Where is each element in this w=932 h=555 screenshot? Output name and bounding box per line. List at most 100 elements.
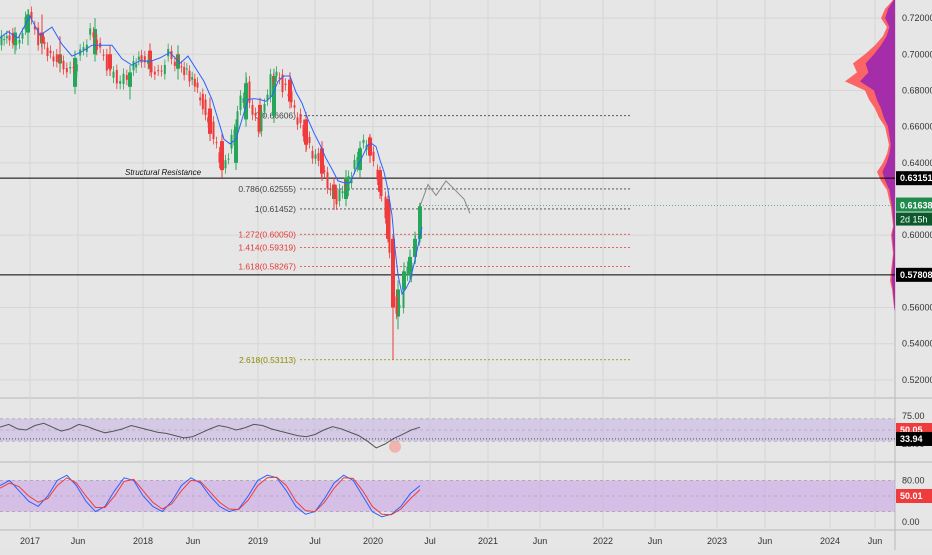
projection-line (419, 180, 471, 214)
candle-body (341, 191, 344, 194)
candle-body (55, 54, 58, 63)
candle-body (13, 32, 17, 46)
candle-body (293, 105, 296, 108)
candle-body (102, 54, 105, 56)
candle-body (46, 47, 49, 56)
candle-body (40, 40, 43, 42)
candle-body (37, 27, 40, 46)
time-axis-label: 2022 (593, 536, 613, 546)
candle-body (125, 75, 128, 80)
candle-body (305, 136, 308, 145)
candle-body (115, 69, 118, 84)
candle-body (317, 153, 320, 161)
fibonacci-levels[interactable]: 0(0.66606)0.786(0.62555)1(0.61452)1.272(… (238, 111, 632, 365)
candle-body (163, 64, 166, 75)
time-axis-label: Jul (424, 536, 436, 546)
candle-body (112, 71, 115, 78)
candle-body (281, 74, 284, 93)
candle-body (362, 139, 365, 144)
time-axis-label: 2020 (363, 536, 383, 546)
candle-body (167, 49, 170, 57)
candle-body (239, 95, 242, 110)
candle-body (148, 50, 152, 69)
candle-body (204, 99, 207, 116)
candle-body (196, 82, 199, 88)
time-axis-label: Jun (868, 536, 883, 546)
price-axis-label: 0.60000 (902, 230, 932, 240)
candle-body (384, 196, 387, 219)
last-price-tag (896, 197, 932, 212)
fib-level-label: 1(0.61452) (255, 204, 296, 214)
candle-body (185, 68, 188, 70)
price-axis[interactable]: 0.72000 0.70000 0.68000 0.66000 0.64000 0.600… (420, 13, 932, 385)
candle-body (251, 104, 254, 115)
candle-body (266, 94, 269, 101)
countdown-value: 2d 15h (900, 215, 928, 225)
candle-body (43, 42, 46, 44)
rsi-signal-label: 33.94 (900, 434, 923, 444)
price-axis-label: 0.68000 (902, 85, 932, 95)
candle-body (258, 104, 262, 127)
rsi-value-label: 50.05 (900, 425, 923, 435)
candle-body (212, 121, 215, 140)
candle-body (143, 56, 146, 63)
candle-body (199, 97, 202, 101)
candle-body (368, 141, 371, 151)
candle-body (248, 81, 251, 103)
candle-body (245, 82, 248, 91)
candle-body (335, 190, 338, 205)
candle-body (287, 94, 290, 97)
price-axis-label: 0.54000 (902, 339, 932, 349)
rsi-signal-tag (896, 431, 932, 446)
candle-body (408, 256, 412, 275)
moving-average (0, 15, 423, 296)
level-price-tag (896, 267, 932, 282)
candle-body (332, 184, 336, 199)
candle-body (227, 158, 230, 160)
candle-body (299, 113, 302, 123)
stochastic-panel[interactable]: 80.00 0.00 50.01 (0, 474, 932, 527)
candle-body (398, 304, 401, 309)
candle-body (288, 79, 292, 102)
candle-body (221, 152, 224, 165)
candle-body (329, 188, 332, 191)
candle-body (269, 74, 272, 98)
candle-body (157, 70, 160, 72)
stoch-axis-label: 0.00 (902, 517, 920, 527)
time-axis-label: Jun (648, 536, 663, 546)
candle-body (89, 28, 92, 35)
horizontal-levels[interactable]: 0.63151 Structural Resistance 0.57808 (0, 168, 932, 282)
candle-body (242, 97, 245, 103)
candle-body (132, 61, 135, 71)
candle-body (170, 50, 173, 59)
candle-body (188, 70, 191, 82)
candle-body (275, 71, 278, 77)
candle-body (180, 66, 183, 68)
candle-body (308, 136, 311, 144)
candle-body (254, 112, 257, 116)
candle-body (302, 125, 305, 137)
candle-body (135, 63, 138, 68)
time-axis-label: Jun (186, 536, 201, 546)
time-axis-label: 2023 (707, 536, 727, 546)
candle-body (5, 36, 8, 39)
candle-body (260, 111, 263, 132)
candle-body (314, 154, 317, 159)
candle-body (92, 32, 95, 38)
candle-body (65, 68, 68, 73)
candle-body (230, 134, 233, 149)
time-axis[interactable]: 2017 Jun 2018 Jun 2019 Jul 2020 Jul 2021 Jun 2022 J… (20, 536, 882, 546)
candle-body (40, 32, 44, 44)
candle-body (75, 64, 78, 72)
candle-body (244, 83, 248, 120)
rsi-band (0, 418, 895, 442)
candle-body (69, 67, 72, 69)
candle-body (304, 119, 308, 145)
candle-body (396, 289, 400, 317)
candle-body (129, 73, 132, 80)
projection-path[interactable] (419, 180, 471, 214)
time-axis-label: 2021 (478, 536, 498, 546)
